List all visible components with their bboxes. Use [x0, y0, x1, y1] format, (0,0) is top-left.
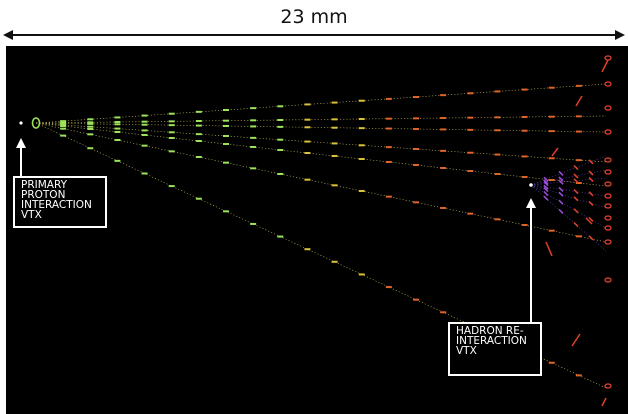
primary-vertex-dot — [19, 121, 23, 125]
track-hit — [588, 191, 594, 197]
track-line — [530, 184, 607, 209]
scatter-hit — [545, 241, 553, 257]
track-hit — [558, 176, 564, 182]
track-hit — [543, 184, 549, 190]
station-hit — [604, 129, 612, 135]
primary-vertex-arrow-head — [16, 138, 26, 148]
primary-vertex-marker — [31, 117, 41, 129]
station-hit — [604, 181, 612, 187]
track-line — [35, 122, 607, 187]
track-hit — [588, 159, 594, 165]
track-hit — [573, 165, 579, 171]
track-line — [530, 184, 607, 197]
track-hit — [588, 176, 594, 182]
track-hit — [543, 187, 549, 193]
primary-vertex-line-3: INTERACTION — [21, 199, 92, 211]
track-hit — [573, 208, 579, 214]
track-hit — [573, 189, 579, 195]
track-hit — [543, 181, 549, 187]
scale-arrow — [3, 30, 625, 40]
track-hit — [588, 235, 594, 241]
track-line — [35, 122, 607, 389]
arrows-group — [16, 138, 536, 322]
scatter-hit — [585, 217, 593, 225]
station-hit — [604, 81, 612, 87]
track-hit — [543, 176, 549, 182]
scatter-hit — [551, 147, 559, 157]
track-line — [35, 115, 607, 124]
tracks-group — [35, 83, 607, 389]
track-line — [530, 184, 607, 229]
scatter-hit — [601, 397, 607, 407]
scatter-hit — [601, 59, 609, 73]
hadron-vertex-line-2: INTERACTION — [456, 335, 527, 347]
station-hit — [604, 55, 612, 61]
scale-label: 23 mm — [280, 6, 348, 28]
track-line — [35, 122, 607, 133]
hadron-vertex-line-3: VTX — [456, 345, 477, 357]
primary-vertex-line-4: VTX — [21, 209, 42, 221]
track-hit — [558, 170, 564, 176]
station-hit — [604, 215, 612, 221]
event-display: PRIMARY PROTON INTERACTION VTX HADRON RE… — [6, 46, 628, 414]
scatter-hit — [571, 333, 581, 347]
track-hit — [573, 173, 579, 179]
hadron-vertex-line-1: HADRON RE- — [456, 325, 524, 337]
hadron-vertex-callout: HADRON RE- INTERACTION VTX — [448, 322, 542, 376]
track-hit — [573, 196, 579, 202]
track-hit — [558, 199, 564, 205]
track-line — [35, 83, 607, 124]
hadron-vertex-arrow-head — [526, 198, 536, 208]
station-hit — [604, 277, 612, 283]
track-line — [35, 122, 607, 243]
track-hit — [573, 222, 579, 228]
station-hit — [604, 383, 612, 389]
station-hit — [604, 169, 612, 175]
track-hit — [558, 208, 564, 214]
station-hit — [604, 203, 612, 209]
track-hit — [543, 179, 549, 185]
track-hit — [543, 191, 549, 197]
track-line — [530, 155, 607, 186]
station-hit — [604, 157, 612, 163]
scatter-hit — [575, 95, 583, 107]
track-hit — [588, 216, 594, 222]
track-hit — [573, 178, 579, 184]
primary-vertex-line-2: PROTON — [21, 189, 66, 201]
track-line — [530, 184, 607, 252]
station-hit — [604, 225, 612, 231]
track-line — [530, 169, 607, 186]
station-hit — [604, 105, 612, 111]
track-hit — [558, 191, 564, 197]
track-hit — [588, 200, 594, 206]
track-line — [35, 122, 607, 163]
track-hit — [558, 179, 564, 185]
primary-vertex-callout: PRIMARY PROTON INTERACTION VTX — [13, 176, 107, 228]
track-hit — [588, 170, 594, 176]
track-hit — [558, 186, 564, 192]
track-hit — [543, 195, 549, 201]
primary-vertex-line-1: PRIMARY — [21, 179, 68, 191]
station-hit — [604, 239, 612, 245]
secondary-vertex-dot — [529, 183, 533, 187]
station-hit — [604, 193, 612, 199]
